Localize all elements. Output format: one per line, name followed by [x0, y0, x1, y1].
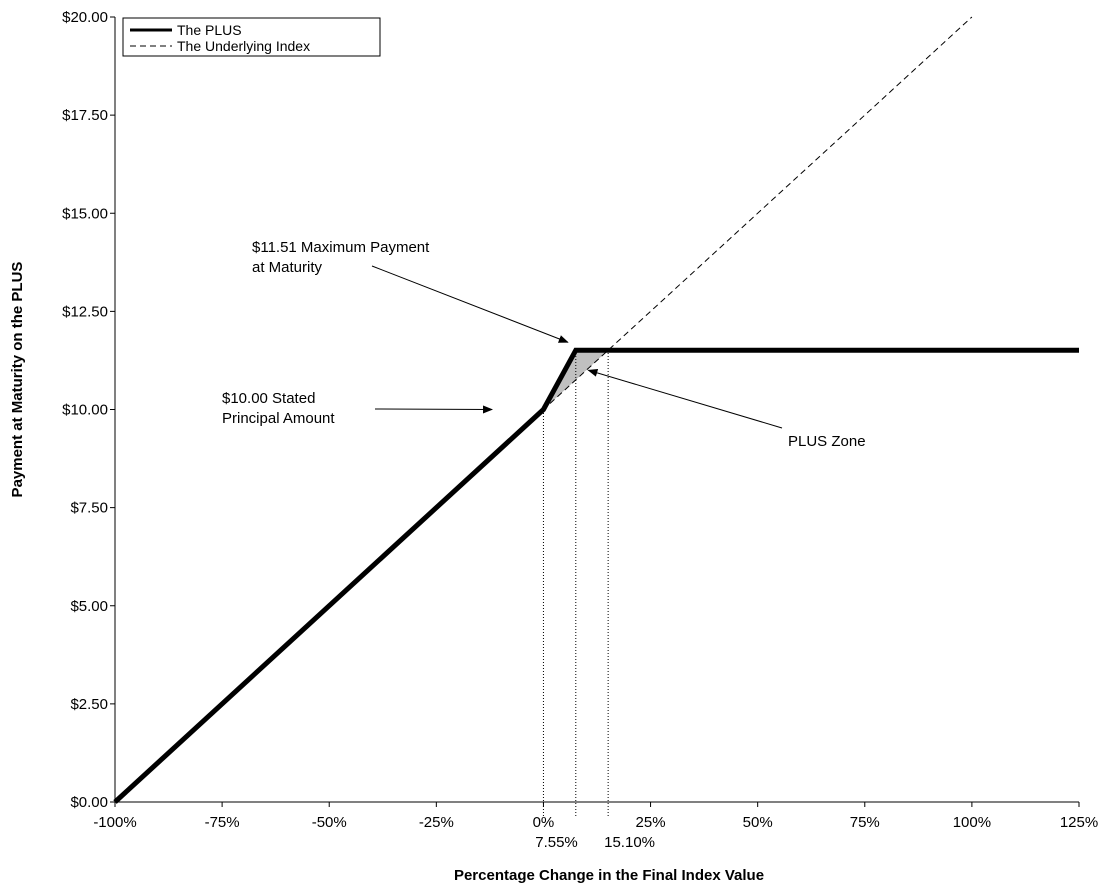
annotation-arrow: [587, 368, 783, 429]
legend-box: [122, 17, 381, 57]
x-tick-label: -50%: [312, 814, 347, 831]
x-tick-label: 50%: [743, 814, 773, 831]
marker-label: 15.10%: [604, 834, 655, 851]
annotation-arrow: [374, 405, 494, 414]
y-tick-label: $5.00: [70, 598, 108, 615]
x-tick-label: -100%: [93, 814, 136, 831]
marker-label: 7.55%: [535, 834, 578, 851]
y-tick-label: $17.50: [62, 107, 108, 124]
annotation-max-payment: $11.51 Maximum Payment at Maturity: [252, 239, 430, 276]
y-tick-label: $7.50: [70, 500, 108, 517]
annotation-line: $11.51 Maximum Payment: [252, 239, 430, 256]
x-tick-label: 75%: [850, 814, 880, 831]
y-tick-label: $10.00: [62, 402, 108, 419]
series-line-plus: [113, 347, 1079, 804]
x-axis-title: Percentage Change in the Final Index Val…: [454, 867, 764, 884]
annotation-plus-zone: PLUS Zone: [788, 433, 866, 450]
x-tick-label: 100%: [953, 814, 991, 831]
x-tick-label: 25%: [636, 814, 666, 831]
legend-label-plus: The PLUS: [177, 22, 242, 38]
x-tick-label: 125%: [1060, 814, 1098, 831]
y-tick-label: $15.00: [62, 205, 108, 222]
legend-label-underlying-index: The Underlying Index: [177, 38, 310, 54]
y-tick-label: $2.50: [70, 696, 108, 713]
annotation-line: $10.00 Stated: [222, 390, 315, 407]
plus-zone-region: [543, 350, 609, 410]
annotation-line: Principal Amount: [222, 410, 335, 427]
y-tick-label: $0.00: [70, 794, 108, 811]
annotation-stated-principal: $10.00 Stated Principal Amount: [222, 390, 335, 427]
x-tick-label: -75%: [205, 814, 240, 831]
x-tick-label: -25%: [419, 814, 454, 831]
y-tick-label: $12.50: [62, 303, 108, 320]
annotation-line: at Maturity: [252, 259, 323, 276]
annotation-arrow: [371, 265, 569, 343]
x-tick-label: 0%: [533, 814, 555, 831]
y-axis-title: Payment at Maturity on the PLUS: [9, 262, 26, 498]
y-tick-label: $20.00: [62, 9, 108, 26]
